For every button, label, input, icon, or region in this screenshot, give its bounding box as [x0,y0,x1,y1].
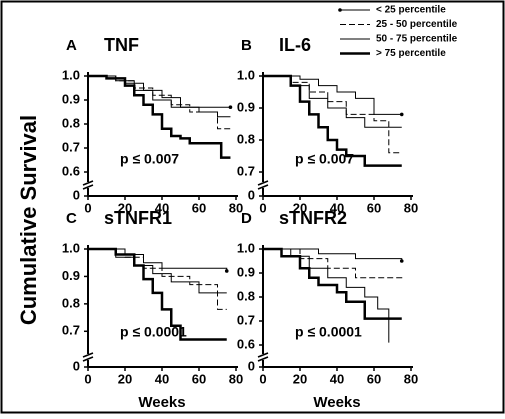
y-tick-label: 0.9 [62,91,80,106]
survival-curve [263,75,402,154]
panel-letter: C [66,210,77,227]
survival-curve [88,247,227,341]
y-tick-label: 0 [73,187,80,202]
y-tick-label: 1.0 [62,67,80,82]
x-tick-label: 40 [330,200,344,215]
axis-break-gap [83,182,93,188]
end-marker [399,259,404,263]
x-tick-label: 20 [118,200,132,215]
axis-break-gap [83,354,93,360]
panel-title: sTNFR2 [279,208,347,228]
panel-letter: D [241,210,252,227]
y-tick-label: 0.6 [62,163,80,178]
y-tick-label: 0.7 [237,312,255,327]
end-marker [224,269,229,273]
end-marker [228,105,233,109]
annotation: p ≤ 0.007 [120,151,179,167]
survival-curve [263,75,402,115]
y-tick-label: 1.0 [237,67,255,82]
y-tick-label: 0.9 [62,268,80,283]
axis-break [82,352,94,358]
x-axis-label: Weeks [313,394,360,411]
panel-title: sTNFR1 [104,208,172,228]
legend-label: 50 - 75 percentile [376,34,458,45]
x-tick-label: 40 [330,371,344,386]
y-tick-label: 0 [73,358,80,373]
annotation: p ≤ 0.0001 [295,324,362,340]
panel-letter: A [66,37,77,54]
survival-curve [88,75,231,118]
y-tick-label: 0 [248,187,255,202]
x-tick-label: 60 [367,371,381,386]
end-marker [399,112,404,117]
x-tick-label: 0 [84,371,91,386]
x-axis-label: Weeks [138,394,185,411]
y-tick-label: 0.7 [62,139,80,154]
survival-curve [263,247,402,320]
x-tick-label: 20 [118,371,132,386]
y-tick-label: 0.8 [62,115,80,130]
axis-break [82,356,94,362]
legend-label: < 25 percentile [376,5,446,16]
panel-title: IL-6 [279,35,311,55]
x-tick-label: 40 [155,371,169,386]
survival-curve [88,248,227,294]
axis-break [82,184,94,190]
y-tick-label: 1.0 [237,240,255,255]
x-tick-label: 80 [229,200,243,215]
y-tick-label: 0.8 [237,288,255,303]
y-axis-label: Cumulative Survival [16,115,41,325]
x-tick-label: 80 [404,371,418,386]
x-tick-label: 40 [155,200,169,215]
annotation: p ≤ 0.007 [295,151,354,167]
x-tick-label: 80 [229,371,243,386]
y-tick-label: 0.8 [62,295,80,310]
y-tick-label: 0.6 [237,336,255,351]
legend-label: > 75 percentile [376,48,446,59]
survival-curve [88,74,231,159]
survival-curve [88,75,231,130]
axis-break [257,356,269,362]
x-tick-label: 20 [293,371,307,386]
survival-curve [263,74,402,167]
survival-curve [263,248,403,261]
axis-break [257,352,269,358]
annotation: p ≤ 0.0001 [120,324,187,340]
x-tick-label: 60 [192,200,206,215]
x-tick-label: 0 [259,200,266,215]
legend-label: 25 - 50 percentile [376,19,458,30]
legend-marker [338,8,342,12]
axis-break [257,184,269,190]
y-tick-label: 1.0 [62,240,80,255]
x-tick-label: 80 [404,200,418,215]
axis-break-gap [258,182,268,188]
axis-break [257,180,269,186]
x-tick-label: 60 [367,200,381,215]
y-tick-label: 0.9 [237,99,255,114]
y-tick-label: 0.7 [237,163,255,178]
x-tick-label: 60 [192,371,206,386]
y-tick-label: 0.8 [237,131,255,146]
panel-letter: B [241,37,252,54]
axis-break-gap [258,354,268,360]
y-tick-label: 0 [248,358,255,373]
axis-break [82,180,94,186]
y-tick-label: 0.9 [237,264,255,279]
x-tick-label: 20 [293,200,307,215]
x-tick-label: 0 [84,200,91,215]
panel-title: TNF [104,35,139,55]
x-tick-label: 0 [259,371,266,386]
y-tick-label: 0.7 [62,323,80,338]
